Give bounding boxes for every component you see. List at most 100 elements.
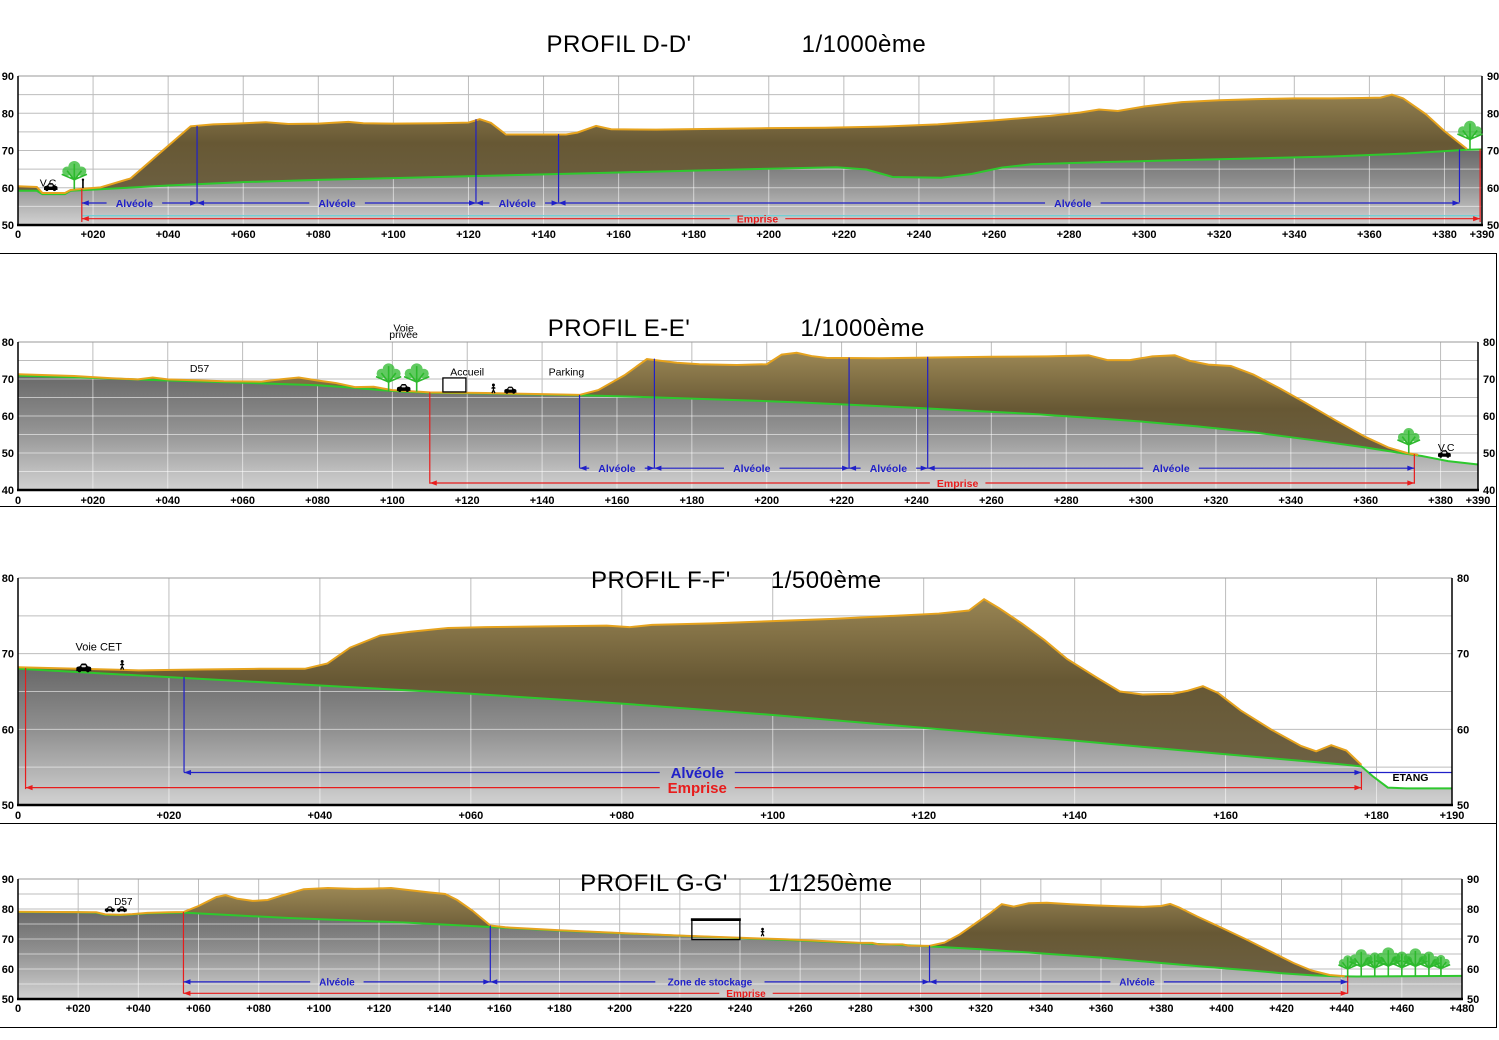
- profil-ee-title-text: PROFIL E-E': [547, 315, 691, 342]
- svg-text:+080: +080: [306, 229, 331, 241]
- svg-text:+020: +020: [157, 810, 182, 822]
- natural-ground-fill: [18, 668, 1452, 805]
- svg-text:60: 60: [2, 183, 14, 195]
- svg-text:privée: privée: [389, 329, 418, 341]
- svg-text:+300: +300: [1129, 495, 1154, 507]
- svg-text:+380: +380: [1428, 495, 1453, 507]
- dimension-alveole: Alvéole: [184, 765, 1362, 782]
- car-icon: [116, 906, 127, 913]
- svg-text:80: 80: [2, 573, 14, 585]
- svg-text:+340: +340: [1278, 495, 1303, 507]
- svg-text:+420: +420: [1269, 1003, 1294, 1015]
- svg-text:Alvéole: Alvéole: [319, 978, 355, 989]
- svg-text:+060: +060: [230, 495, 255, 507]
- svg-text:60: 60: [1467, 964, 1479, 976]
- svg-text:+260: +260: [788, 1003, 813, 1015]
- svg-text:60: 60: [1487, 183, 1499, 195]
- svg-text:+360: +360: [1089, 1003, 1114, 1015]
- svg-text:+200: +200: [754, 495, 779, 507]
- axis-labels: 0 +020 +040 +060 +080 +100 +120 +140 +160 +180 +20…: [2, 71, 1499, 241]
- person-icon: [491, 383, 496, 394]
- svg-text:+080: +080: [609, 810, 634, 822]
- svg-text:+360: +360: [1357, 229, 1382, 241]
- tree-icon: [1457, 120, 1483, 150]
- waste-fill: [18, 599, 1362, 767]
- svg-text:+260: +260: [982, 229, 1007, 241]
- profil-dd-title-text: PROFIL D-D': [546, 31, 692, 58]
- svg-text:70: 70: [2, 374, 14, 386]
- svg-text:80: 80: [1457, 573, 1469, 585]
- svg-text:+190: +190: [1440, 810, 1465, 822]
- boundary-lines: [429, 356, 1415, 484]
- svg-text:+140: +140: [427, 1003, 452, 1015]
- svg-text:+220: +220: [829, 495, 854, 507]
- axis-labels: 0 +020 +040 +060 +080 +100 +120 +140 +160 +180 +20…: [2, 337, 1496, 507]
- svg-text:+040: +040: [155, 495, 180, 507]
- svg-text:+160: +160: [1213, 810, 1238, 822]
- svg-text:60: 60: [2, 964, 14, 976]
- svg-text:50: 50: [2, 448, 14, 460]
- svg-text:D57: D57: [190, 363, 209, 375]
- svg-text:+360: +360: [1353, 495, 1378, 507]
- svg-text:ETANG: ETANG: [1392, 772, 1428, 784]
- svg-text:+480: +480: [1450, 1003, 1475, 1015]
- fill-top-line: [17, 351, 1419, 456]
- svg-text:+140: +140: [530, 495, 555, 507]
- profil-dd-scale-label: 1/1000ème: [801, 31, 927, 58]
- svg-text:+280: +280: [1057, 229, 1082, 241]
- car-icon: [44, 183, 58, 192]
- fill-top-line: [17, 93, 1468, 194]
- svg-text:60: 60: [2, 411, 14, 423]
- svg-text:+320: +320: [968, 1003, 993, 1015]
- svg-text:+320: +320: [1204, 495, 1229, 507]
- svg-text:60: 60: [1483, 411, 1495, 423]
- dimension-emprise: Emprise: [183, 989, 1348, 1000]
- svg-text:+020: +020: [81, 229, 106, 241]
- svg-text:Alvéole: Alvéole: [1152, 463, 1190, 475]
- svg-text:Alvéole: Alvéole: [598, 463, 636, 475]
- svg-text:+380: +380: [1149, 1003, 1174, 1015]
- svg-text:70: 70: [1483, 374, 1495, 386]
- svg-text:+120: +120: [911, 810, 936, 822]
- svg-text:Alvéole: Alvéole: [116, 198, 154, 210]
- svg-text:Emprise: Emprise: [737, 213, 779, 225]
- svg-text:Alvéole: Alvéole: [1054, 198, 1092, 210]
- svg-text:60: 60: [2, 724, 14, 736]
- dimension-emprise: Emprise: [81, 213, 1481, 225]
- svg-text:50: 50: [2, 220, 14, 232]
- svg-text:80: 80: [2, 904, 14, 916]
- svg-text:+380: +380: [1432, 229, 1457, 241]
- svg-text:+300: +300: [908, 1003, 933, 1015]
- svg-text:90: 90: [2, 874, 14, 886]
- svg-text:+180: +180: [547, 1003, 572, 1015]
- person-icon: [760, 927, 765, 937]
- profil-ff-title-text: PROFIL F-F': [591, 567, 731, 594]
- svg-text:90: 90: [2, 71, 14, 83]
- svg-text:+140: +140: [531, 229, 556, 241]
- svg-text:80: 80: [2, 108, 14, 120]
- building-icon: [442, 377, 467, 393]
- svg-text:+080: +080: [246, 1003, 271, 1015]
- profil-dd-group: Alvéole Alvéole Alvéole Alvéole Emprise 0 +020…: [2, 71, 1499, 241]
- svg-text:50: 50: [1483, 448, 1495, 460]
- svg-text:80: 80: [2, 337, 14, 349]
- svg-text:0: 0: [15, 810, 21, 822]
- svg-text:Alvéole: Alvéole: [499, 198, 537, 210]
- svg-text:+180: +180: [1364, 810, 1389, 822]
- svg-text:+040: +040: [156, 229, 181, 241]
- profil-ff-title: PROFIL F-F' 1/500ème: [0, 539, 1499, 623]
- profil-gg-title-text: PROFIL G-G': [580, 870, 728, 897]
- svg-text:+220: +220: [667, 1003, 692, 1015]
- natural-ground-fill: [18, 375, 1478, 490]
- car-icon: [1438, 450, 1451, 458]
- svg-text:Emprise: Emprise: [937, 478, 979, 490]
- svg-text:Alvéole: Alvéole: [318, 198, 356, 210]
- svg-text:50: 50: [2, 800, 14, 812]
- markers: [375, 363, 1451, 458]
- tree-icon: [1431, 954, 1451, 976]
- tree-icon: [1397, 427, 1421, 454]
- waste-fill: [18, 94, 1467, 195]
- svg-text:80: 80: [1467, 904, 1479, 916]
